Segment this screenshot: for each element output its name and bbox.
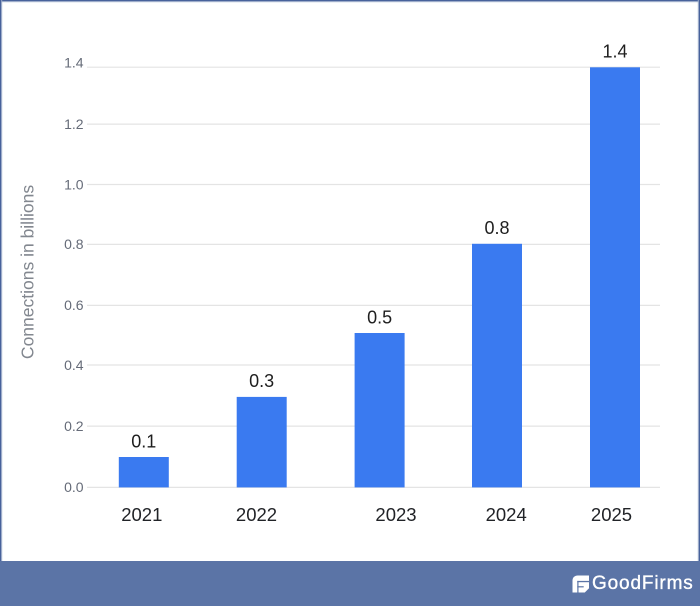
svg-text:2022: 2022 [236, 504, 277, 525]
svg-text:0.2: 0.2 [64, 418, 84, 434]
svg-text:1.2: 1.2 [64, 116, 84, 132]
svg-text:GoodFirms: GoodFirms [592, 573, 694, 594]
svg-text:0.5: 0.5 [367, 307, 392, 327]
svg-text:0.1: 0.1 [131, 431, 156, 451]
svg-text:2024: 2024 [486, 504, 527, 525]
svg-text:0.8: 0.8 [64, 236, 84, 252]
svg-text:2025: 2025 [591, 504, 632, 525]
svg-text:0.8: 0.8 [484, 218, 509, 238]
svg-text:1.4: 1.4 [602, 42, 627, 62]
svg-text:2021: 2021 [121, 504, 162, 525]
svg-text:2023: 2023 [375, 504, 416, 525]
svg-text:0.4: 0.4 [64, 357, 84, 373]
svg-text:1.0: 1.0 [64, 176, 84, 192]
svg-text:0.3: 0.3 [249, 371, 274, 391]
svg-text:0.0: 0.0 [64, 479, 84, 495]
svg-text:0.6: 0.6 [64, 297, 84, 313]
svg-text:1.4: 1.4 [64, 55, 84, 71]
svg-text:Connections in billions: Connections in billions [18, 185, 38, 359]
